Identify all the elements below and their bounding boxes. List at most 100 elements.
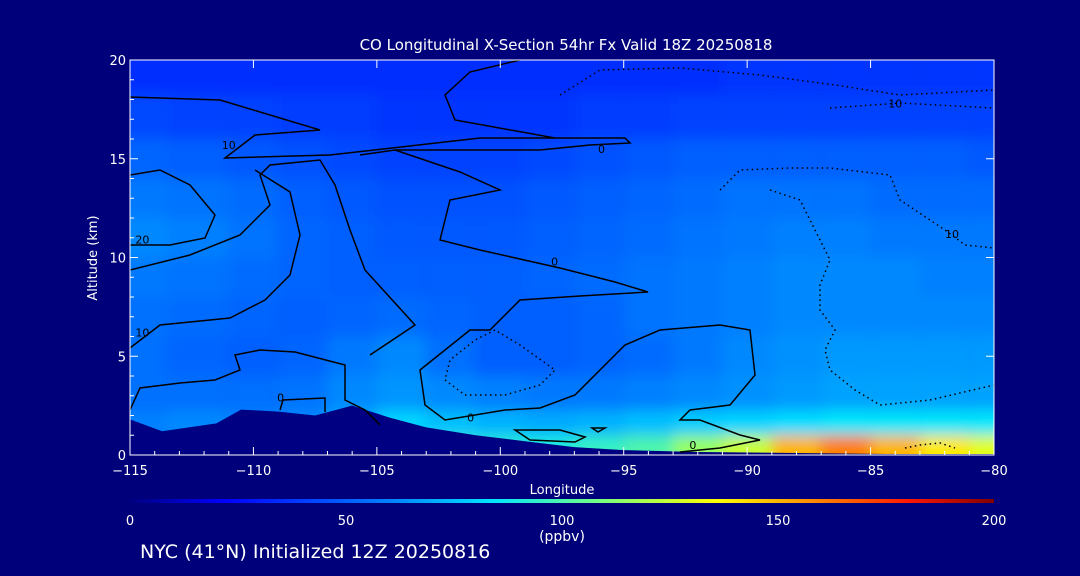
field-cell xyxy=(524,336,575,376)
colorbar-tick-label: 0 xyxy=(126,514,134,529)
field-cell xyxy=(228,94,279,139)
field-cell xyxy=(919,94,970,139)
field-cell xyxy=(919,139,970,179)
field-cell xyxy=(821,218,871,258)
contour-label: 20 xyxy=(135,234,149,247)
field-cell xyxy=(870,257,920,297)
contour-label: 0 xyxy=(689,439,696,452)
contour-label: 0 xyxy=(277,392,284,405)
contour-line-10-upper xyxy=(130,60,556,159)
field-cell xyxy=(870,178,920,218)
field-cell xyxy=(969,410,994,436)
field-cell xyxy=(673,60,723,95)
field-cell xyxy=(722,336,772,376)
field-cell xyxy=(524,60,575,95)
contour-line-10-mid xyxy=(130,159,417,356)
field-cell xyxy=(969,376,994,411)
field-cell xyxy=(475,139,525,179)
field-cell xyxy=(870,336,920,376)
field-cell xyxy=(623,297,674,337)
field-cell xyxy=(475,178,525,218)
field-cell xyxy=(278,218,328,258)
field-cell xyxy=(167,257,229,297)
contour-label: 0 xyxy=(598,143,605,156)
contour-line-0-valley xyxy=(359,137,632,156)
field-cell xyxy=(821,139,871,179)
field-cell xyxy=(228,178,279,218)
field-cell xyxy=(426,336,476,376)
field-cell xyxy=(623,410,674,436)
field-cell xyxy=(722,94,772,139)
contour-lines-dotted xyxy=(444,67,994,449)
field-cell xyxy=(327,257,377,297)
field-cell xyxy=(574,218,624,258)
field-cell xyxy=(919,336,970,376)
contour-line-0-small xyxy=(512,429,588,443)
y-tick-label: 20 xyxy=(109,54,126,69)
field-cell xyxy=(870,60,920,95)
field-cell xyxy=(130,178,168,218)
field-cell xyxy=(623,376,674,411)
field-cell xyxy=(524,94,575,139)
y-axis-label: Altitude (km) xyxy=(86,215,101,300)
contour-label: 0 xyxy=(467,411,474,424)
field-cell xyxy=(130,297,168,337)
dotted-contour-neg-10-upper xyxy=(829,102,994,109)
field-cell xyxy=(722,139,772,179)
field-cell xyxy=(623,218,674,258)
field-cell xyxy=(771,435,822,455)
y-tick-label: 0 xyxy=(118,449,126,464)
field-cell xyxy=(524,178,575,218)
chart-title: CO Longitudinal X-Section 54hr Fx Valid … xyxy=(360,36,773,54)
colorbar-tick-label: 100 xyxy=(550,514,575,529)
field-cell xyxy=(376,60,427,95)
contour-line-0-low xyxy=(130,349,381,426)
field-cell xyxy=(376,297,427,337)
field-cell xyxy=(278,376,328,411)
field-cell xyxy=(623,257,674,297)
field-cell xyxy=(771,178,822,218)
field-cell xyxy=(228,257,279,297)
x-tick-label: −80 xyxy=(980,464,1007,479)
field-cell xyxy=(426,376,476,411)
field-cell xyxy=(130,257,168,297)
field-cell xyxy=(167,139,229,179)
field-cell xyxy=(574,336,624,376)
field-cell xyxy=(722,218,772,258)
field-cell xyxy=(130,376,168,411)
field-cell xyxy=(969,257,994,297)
field-cell xyxy=(673,376,723,411)
field-cell xyxy=(821,297,871,337)
field-cell xyxy=(919,178,970,218)
field-cell xyxy=(130,218,168,258)
field-cell xyxy=(870,139,920,179)
field-cell xyxy=(167,297,229,337)
field-cell xyxy=(228,336,279,376)
field-cell xyxy=(278,336,328,376)
field-cell xyxy=(821,435,871,455)
field-cell xyxy=(673,336,723,376)
field-cell xyxy=(771,218,822,258)
dotted-contour-neg-10-surface xyxy=(904,442,956,449)
contour-line-20 xyxy=(130,169,216,246)
field-cell xyxy=(327,376,377,411)
contour-line-0-center xyxy=(394,149,761,453)
field-cell xyxy=(870,376,920,411)
y-tick-label: 15 xyxy=(109,153,126,168)
field-cell xyxy=(376,336,427,376)
field-cell xyxy=(130,60,168,95)
field-cell xyxy=(673,178,723,218)
field-cell xyxy=(821,60,871,95)
field-cell xyxy=(821,94,871,139)
colorbar-ticks: 0 50 100 150 200 xyxy=(126,514,1007,529)
field-cell xyxy=(969,60,994,95)
field-cell xyxy=(673,218,723,258)
field-cell xyxy=(278,297,328,337)
field-cell xyxy=(426,94,476,139)
contour-lines xyxy=(130,60,761,453)
field-cell xyxy=(376,257,427,297)
field-cell xyxy=(919,60,970,95)
field-cell xyxy=(919,410,970,436)
field-cell xyxy=(623,178,674,218)
field-cell xyxy=(673,435,723,455)
